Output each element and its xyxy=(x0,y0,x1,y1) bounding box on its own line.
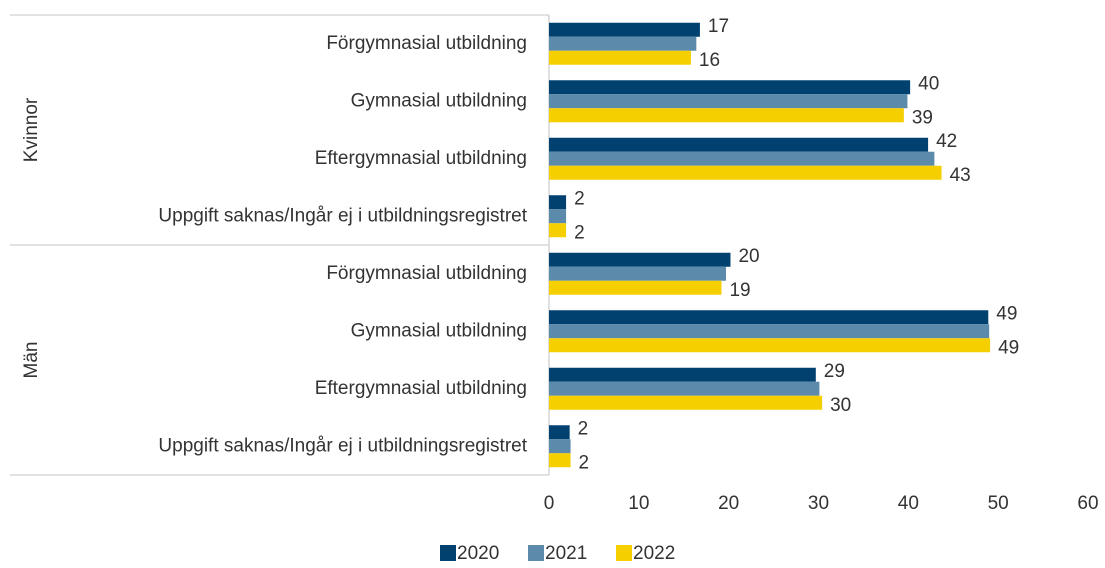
x-tick-label: 50 xyxy=(988,493,1009,514)
category-label: Gymnasial utbildning xyxy=(351,320,527,341)
bar xyxy=(549,252,731,267)
legend-swatch xyxy=(528,545,544,561)
data-label: 2 xyxy=(574,222,585,243)
bar xyxy=(549,50,691,65)
bar xyxy=(549,137,929,152)
data-label: 30 xyxy=(830,395,851,416)
bar xyxy=(549,165,942,180)
group-label: Män xyxy=(21,342,42,379)
bar xyxy=(549,280,722,295)
data-label: 42 xyxy=(936,131,957,152)
bar xyxy=(549,310,989,325)
data-label: 20 xyxy=(738,246,759,267)
bar xyxy=(549,223,567,238)
data-label: 16 xyxy=(699,50,720,71)
bar xyxy=(549,108,904,123)
category-label: Förgymnasial utbildning xyxy=(326,33,527,54)
bar xyxy=(549,22,700,37)
bar xyxy=(549,209,567,224)
data-label: 39 xyxy=(912,107,933,128)
bar xyxy=(549,36,697,51)
x-tick-label: 60 xyxy=(1077,493,1098,514)
bar xyxy=(549,425,570,440)
x-tick-label: 10 xyxy=(628,493,649,514)
bar xyxy=(549,381,820,396)
bar xyxy=(549,94,908,109)
bar xyxy=(549,395,823,410)
bar xyxy=(549,80,911,95)
legend-label: 2020 xyxy=(457,543,499,563)
data-label: 2 xyxy=(578,418,589,439)
bar xyxy=(549,453,571,468)
bar xyxy=(549,439,571,454)
data-label: 2 xyxy=(579,452,590,473)
group-label: Kvinnor xyxy=(21,97,42,162)
data-label: 19 xyxy=(729,280,750,301)
bar xyxy=(549,195,567,210)
category-label: Förgymnasial utbildning xyxy=(326,263,527,284)
data-label: 40 xyxy=(918,73,939,94)
category-label: Uppgift saknas/Ingår ej i utbildningsreg… xyxy=(158,205,527,226)
data-label: 43 xyxy=(950,165,971,186)
bar xyxy=(549,338,991,353)
x-tick-label: 30 xyxy=(808,493,829,514)
category-label: Uppgift saknas/Ingår ej i utbildningsreg… xyxy=(158,435,527,456)
bar xyxy=(549,324,990,339)
legend-swatch xyxy=(616,545,632,561)
bar xyxy=(549,266,726,281)
data-label: 29 xyxy=(824,361,845,382)
category-label: Gymnasial utbildning xyxy=(351,90,527,111)
category-label: Eftergymnasial utbildning xyxy=(315,378,527,399)
bar xyxy=(549,367,816,382)
x-tick-label: 40 xyxy=(898,493,919,514)
legend-label: 2021 xyxy=(545,543,587,563)
legend-label: 2022 xyxy=(633,543,675,563)
bar xyxy=(549,151,935,166)
x-tick-label: 20 xyxy=(718,493,739,514)
data-label: 49 xyxy=(998,337,1019,358)
data-label: 2 xyxy=(574,188,585,209)
data-label: 17 xyxy=(708,16,729,37)
x-tick-label: 0 xyxy=(544,493,555,514)
data-label: 49 xyxy=(996,303,1017,324)
legend-swatch xyxy=(440,545,456,561)
category-label: Eftergymnasial utbildning xyxy=(315,148,527,169)
